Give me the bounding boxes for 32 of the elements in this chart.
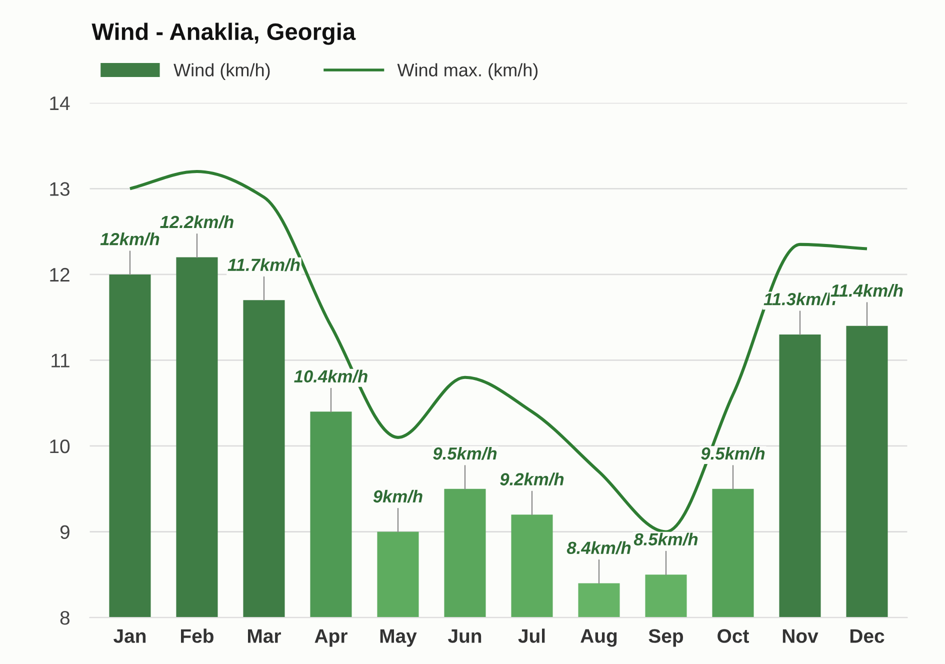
y-tick-label: 8	[60, 610, 70, 625]
x-tick-label: May	[380, 629, 417, 647]
data-label: 11.7km/h	[228, 258, 300, 272]
data-label: 9.5km/h	[433, 446, 497, 460]
x-tick-label: Apr	[314, 629, 348, 647]
x-tick-label: Dec	[850, 629, 884, 643]
legend-label: Wind (km/h)	[174, 63, 270, 80]
y-tick-label: 10	[50, 439, 70, 454]
x-tick-label: Oct	[718, 629, 749, 643]
data-label: 9.5km/h	[701, 446, 765, 460]
x-tick-label: Jun	[448, 629, 482, 643]
data-label: 8.4km/h	[566, 541, 631, 554]
legend-label: Wind max. (km/h)	[397, 63, 538, 80]
data-label: 9.2km/h	[500, 472, 564, 486]
y-tick-label: 9	[60, 525, 70, 539]
y-tick-label: 13	[50, 182, 70, 196]
x-tick-label: Aug	[580, 629, 617, 647]
data-label: 10.4km/h	[294, 370, 368, 383]
x-tick-label: Nov	[782, 629, 818, 643]
data-label: 12.2km/h	[160, 215, 234, 228]
y-tick-label: 11	[52, 354, 70, 368]
x-tick-label: Feb	[180, 628, 214, 643]
data-label: 12km/h	[100, 232, 160, 246]
data-label: 9km/h	[373, 490, 422, 503]
x-tick-label: Jul	[518, 628, 545, 643]
x-tick-label: Sep	[648, 629, 684, 647]
chart-title: Wind - Anaklia, Georgia	[92, 22, 356, 45]
x-tick-label: Mar	[248, 629, 281, 643]
y-tick-label: 12	[50, 268, 70, 282]
y-tick-label: 14	[50, 96, 70, 110]
x-tick-label: Jan	[114, 629, 146, 643]
data-label: 8.5km/h	[634, 532, 698, 546]
